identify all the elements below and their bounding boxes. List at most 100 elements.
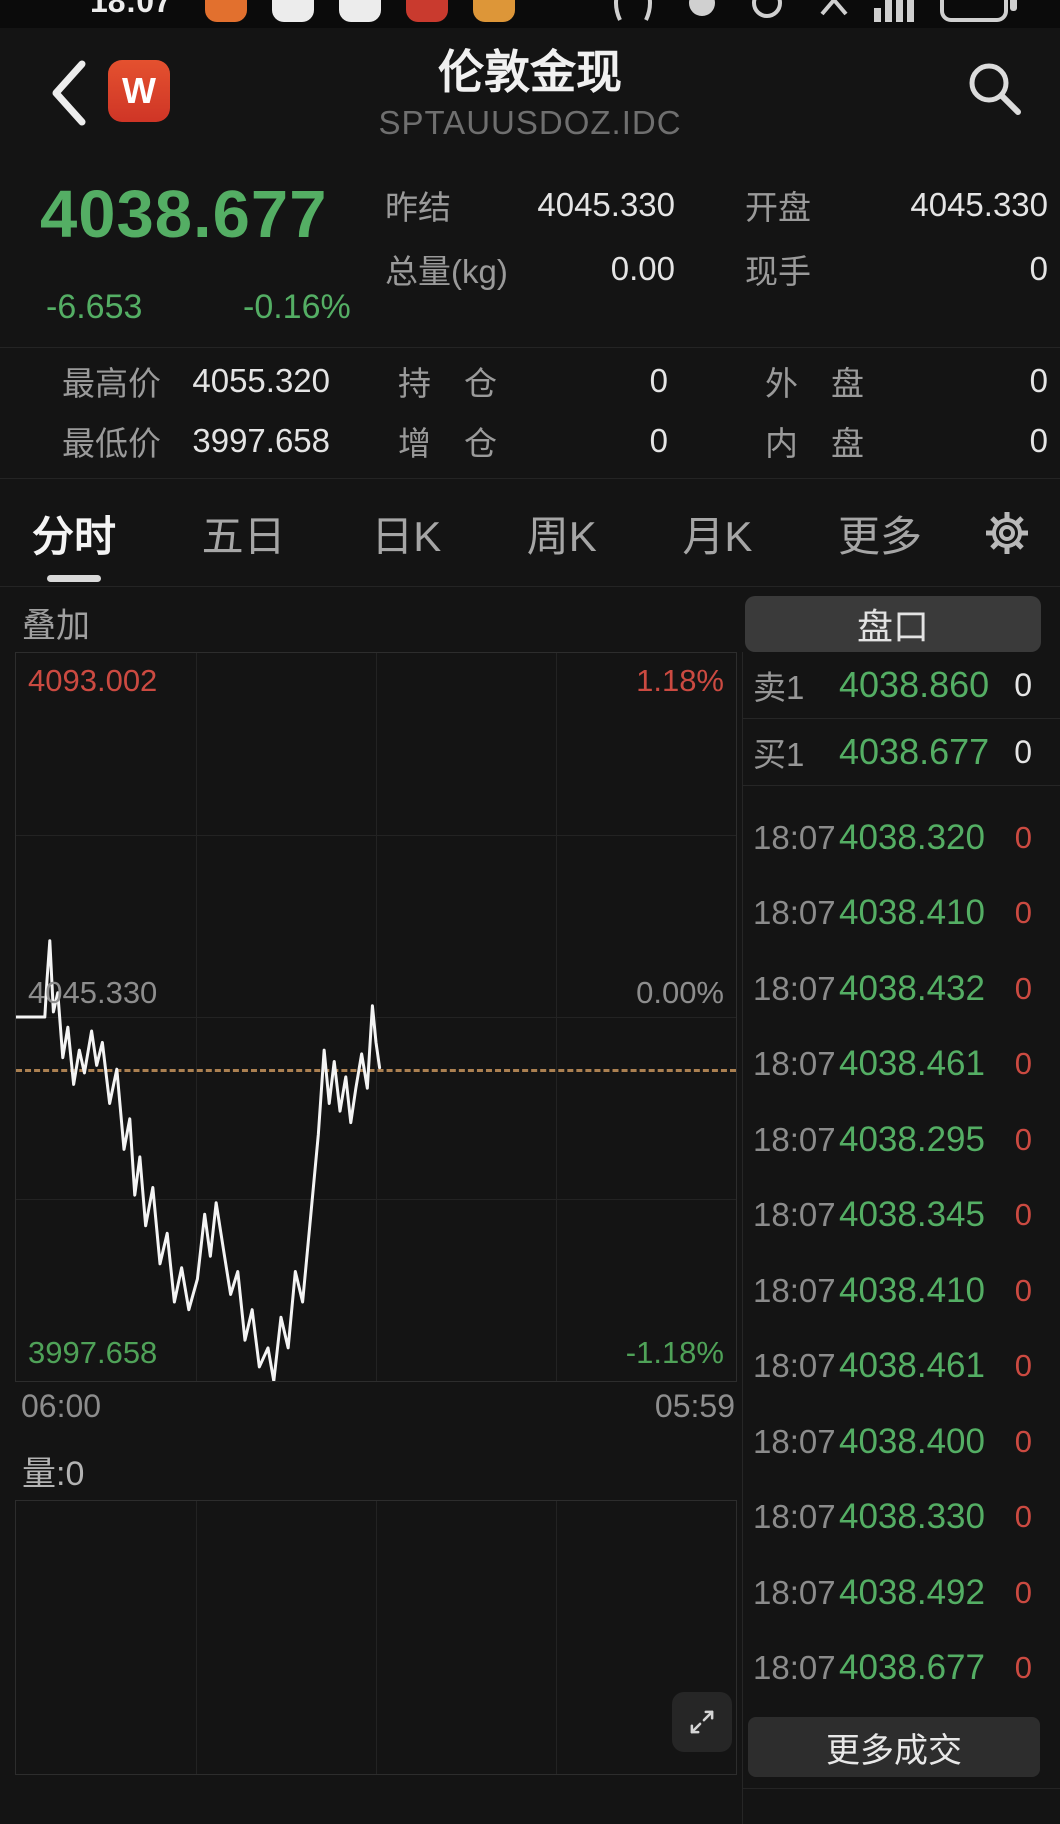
trade-row: 18:07 4038.345 0 [743, 1178, 1060, 1254]
app-icon-1 [205, 0, 247, 22]
chevron-left-icon [52, 60, 86, 126]
header: W 伦敦金现 SPTAUUSDOZ.IDC [0, 28, 1060, 160]
stat-pair: 外 盘 0 [765, 352, 1048, 410]
stat-label: 昨结 [385, 189, 451, 226]
order-book-rows: 卖1 4038.860 0 买1 4038.677 0 [743, 652, 1060, 786]
chart-max-percent: 1.18% [636, 663, 724, 698]
trade-price: 4038.432 [839, 968, 985, 1008]
trade-row: 18:07 4038.461 0 [743, 1027, 1060, 1103]
trade-price: 4038.320 [839, 817, 985, 857]
trade-time: 18:07 [753, 1045, 836, 1083]
intraday-chart[interactable]: 4093.002 1.18% 4045.330 0.00% 3997.658 -… [15, 652, 737, 1382]
price-change: -6.653 [46, 288, 143, 326]
app-icon-3 [339, 0, 381, 22]
divider [0, 347, 1060, 348]
stat-value: 4055.320 [192, 362, 330, 399]
more-trades-button[interactable]: 更多成交 [748, 1717, 1040, 1777]
trade-time: 18:07 [753, 1573, 836, 1611]
trade-row: 18:07 4038.330 0 [743, 1480, 1060, 1556]
volume-chart [15, 1500, 737, 1775]
stat-value: 0 [1029, 362, 1048, 399]
period-tab-bar: 分时 五日 日K 周K 月K 更多 [0, 480, 1060, 587]
tab-月K[interactable]: 月K [682, 512, 753, 560]
tab-分时[interactable]: 分时 [32, 503, 116, 582]
order-qty: 0 [1014, 666, 1032, 703]
stat-pair: 总量(kg) 0.00 [385, 240, 675, 298]
trade-qty: 0 [1014, 1574, 1032, 1610]
gridline [16, 835, 736, 836]
quote-stats-bottom: 最高价 4055.320 持 仓 0 外 盘 0 最低价 3997.658 增 仓 0 内 盘 0 [62, 352, 1048, 470]
tab-周K[interactable]: 周K [526, 512, 597, 560]
price-line-chart [16, 653, 736, 1381]
order-price: 4038.860 [839, 664, 990, 705]
trade-price: 4038.461 [839, 1044, 985, 1084]
gridline [16, 1017, 736, 1018]
trade-price: 4038.345 [839, 1195, 985, 1235]
trade-row: 18:07 4038.461 0 [743, 1329, 1060, 1405]
trade-qty: 0 [1014, 970, 1032, 1006]
app-icon-5 [473, 0, 515, 22]
trade-time: 18:07 [753, 969, 836, 1007]
gridline [376, 1501, 377, 1774]
trade-qty: 0 [1014, 1499, 1032, 1535]
stat-label: 最高价 [62, 365, 161, 402]
settings-button[interactable] [980, 506, 1034, 560]
stat-label: 持 仓 [398, 365, 497, 402]
stat-value: 0 [1029, 250, 1048, 287]
stat-value: 0.00 [610, 250, 675, 287]
order-book-button[interactable]: 盘口 [745, 596, 1041, 652]
trade-row: 18:07 4038.677 0 [743, 1631, 1060, 1707]
divider [743, 1788, 1060, 1789]
period-tabs: 分时 五日 日K 周K 月K 更多 [32, 480, 922, 586]
overlay-button[interactable]: 叠加 [22, 607, 90, 645]
search-button[interactable] [962, 56, 1026, 120]
trade-qty: 0 [1014, 895, 1032, 931]
trade-row: 18:07 4038.410 0 [743, 876, 1060, 952]
trade-time: 18:07 [753, 1498, 836, 1536]
search-icon [969, 63, 1021, 115]
page-title: 伦敦金现 [438, 46, 622, 98]
back-button[interactable] [44, 58, 94, 128]
fullscreen-button[interactable] [672, 1692, 732, 1752]
quote-stats-top: 昨结 4045.330 开盘 4045.330 总量(kg) 0.00 现手 0 [385, 176, 1048, 298]
chart-mid-price: 4045.330 [28, 975, 158, 1010]
stat-value: 0 [649, 362, 668, 399]
wind-app-badge[interactable]: W [108, 60, 170, 122]
trade-qty: 0 [1014, 1197, 1032, 1233]
expand-icon [690, 1710, 714, 1734]
trade-price: 4038.677 [839, 1648, 985, 1688]
trade-time: 18:07 [753, 1422, 836, 1460]
app-icon-4 [406, 0, 448, 22]
trade-qty: 0 [1014, 1650, 1032, 1686]
app-icon-2 [272, 0, 314, 22]
trade-price: 4038.410 [839, 1270, 985, 1310]
time-axis-end: 05:59 [654, 1388, 735, 1424]
stat-pair: 现手 0 [745, 240, 1048, 298]
tab-日K[interactable]: 日K [371, 512, 442, 560]
stat-pair: 最高价 4055.320 [62, 352, 330, 410]
chart-min-percent: -1.18% [625, 1335, 724, 1370]
last-price: 4038.677 [40, 177, 328, 252]
trade-price: 4038.400 [839, 1421, 985, 1461]
gridline [556, 1501, 557, 1774]
trade-price: 4038.492 [839, 1572, 985, 1612]
stat-pair: 昨结 4045.330 [385, 176, 675, 234]
trade-time: 18:07 [753, 1120, 836, 1158]
trade-price: 4038.330 [839, 1497, 985, 1537]
stat-label: 现手 [745, 253, 811, 290]
trade-time: 18:07 [753, 1271, 836, 1309]
tab-五日[interactable]: 五日 [201, 512, 286, 560]
tab-更多[interactable]: 更多 [837, 512, 922, 560]
stat-value: 0 [649, 422, 668, 459]
trade-row: 18:07 4038.410 0 [743, 1253, 1060, 1329]
time-axis-start: 06:00 [21, 1388, 102, 1424]
stat-label: 总量(kg) [385, 253, 508, 290]
trade-qty: 0 [1014, 1272, 1032, 1308]
trade-time: 18:07 [753, 818, 836, 856]
status-system-icons [614, 0, 1017, 22]
stat-label: 增 仓 [398, 425, 497, 462]
stat-pair: 持 仓 0 [398, 352, 668, 410]
stat-value: 0 [1029, 422, 1048, 459]
order-price: 4038.677 [839, 731, 990, 772]
